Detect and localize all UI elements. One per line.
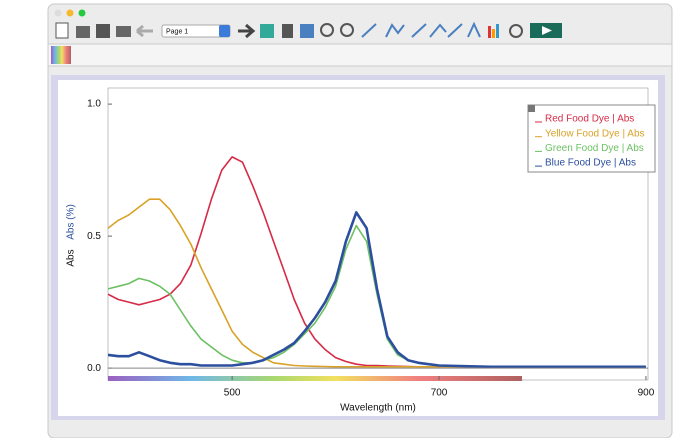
legend-label: Green Food Dye | Abs [545,143,644,154]
back-icon[interactable] [136,24,153,38]
zoom-in-icon[interactable] [320,23,334,37]
text-icon[interactable] [300,24,314,38]
x-tick-label: 500 [224,388,241,399]
zoom-out-icon[interactable] [340,23,354,37]
x-tick-label: 900 [638,388,655,399]
page-select-arrow[interactable] [219,25,230,37]
legend-label: Blue Food Dye | Abs [545,158,636,169]
y-axis-label: Abs [66,249,77,266]
close-button[interactable] [54,9,62,17]
legend-close[interactable] [528,105,535,112]
minimize-button[interactable] [66,9,74,17]
toolbar: Page 1 [55,21,562,39]
page-label: Page 1 [166,28,188,35]
new-icon[interactable] [55,22,69,39]
zoom-button[interactable] [78,9,86,17]
calc-icon[interactable] [282,24,293,38]
open-icon[interactable] [76,26,90,38]
y-tick-label: 0.5 [87,231,101,242]
legend-label: Yellow Food Dye | Abs [545,128,645,139]
legend-label: Red Food Dye | Abs [545,114,634,125]
series-line [108,211,646,369]
y-axis-label: Abs (%) [66,204,77,240]
spectrum-bar [108,376,522,381]
analysis-icons[interactable] [361,21,481,38]
forward-icon[interactable] [238,23,256,39]
save-icon[interactable] [96,24,110,38]
y-tick-label: 1.0 [87,99,101,110]
spectrum-tab[interactable] [51,46,71,64]
page-tabs [47,43,673,67]
plot [108,156,646,369]
legend-box [527,104,656,173]
data-icon[interactable] [260,24,274,38]
y-tick-label: 0.0 [87,363,101,374]
x-tick-label: 700 [431,388,448,399]
print-icon[interactable] [116,26,131,37]
series-line [108,198,646,368]
x-axis-label: Wavelength (nm) [340,403,416,414]
clock-icon[interactable] [509,24,523,38]
histogram-icon[interactable] [488,26,491,38]
